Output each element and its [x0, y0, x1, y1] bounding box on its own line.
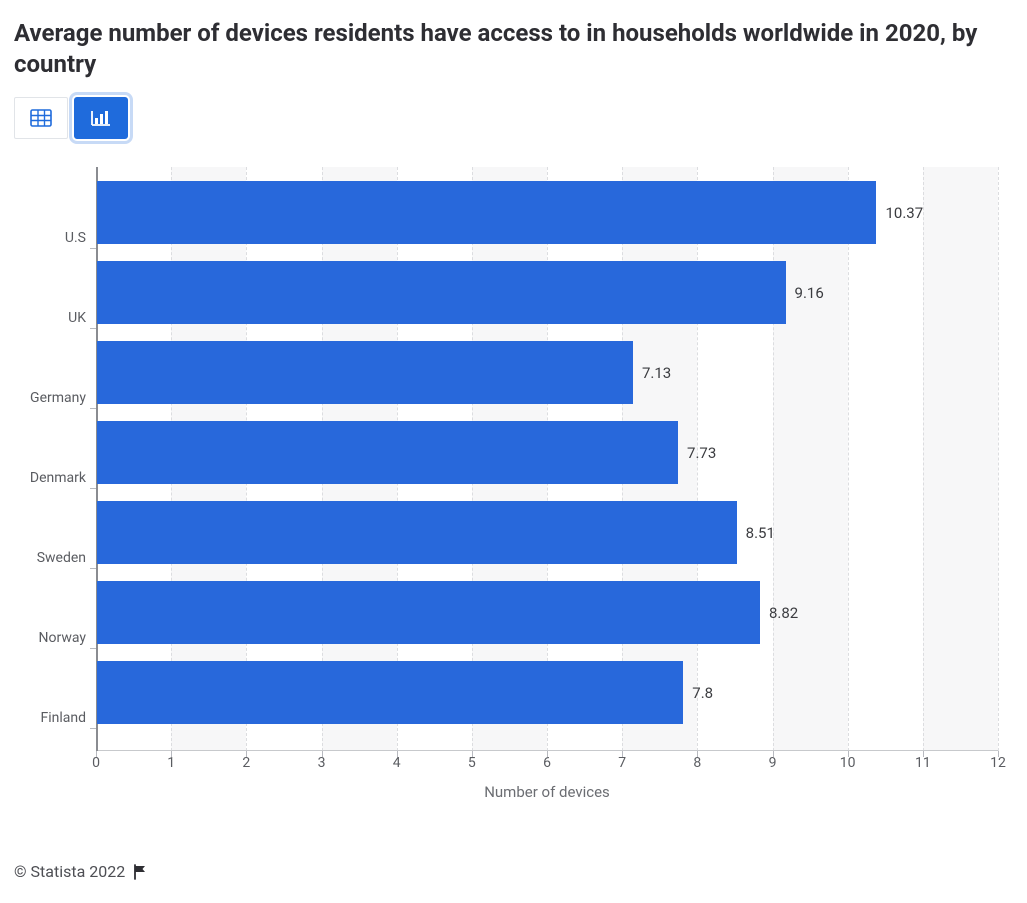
x-tick-label: 4 — [393, 755, 401, 771]
y-axis-labels: U.S UK Germany Denmark Sweden Norway Finland — [14, 167, 92, 751]
y-tick — [90, 328, 96, 329]
bar — [97, 341, 633, 403]
bar-row: 9.16 — [96, 261, 998, 323]
bar-row: 7.73 — [96, 421, 998, 483]
y-tick-label: U.S — [65, 230, 86, 246]
x-axis-labels: 0123456789101112 — [96, 755, 998, 777]
y-tick-label: Norway — [39, 630, 87, 646]
x-tick-label: 8 — [693, 755, 701, 771]
bar-chart-icon — [90, 109, 112, 127]
x-tick-label: 3 — [318, 755, 326, 771]
bars: 10.37 9.16 7.13 7.73 8.51 8.82 7.8 — [96, 167, 998, 751]
bar — [97, 421, 678, 483]
x-tick-label: 10 — [840, 755, 856, 771]
bar-row: 7.13 — [96, 341, 998, 403]
x-tick-label: 9 — [769, 755, 777, 771]
plot-area: 10.37 9.16 7.13 7.73 8.51 8.82 7.8 — [96, 167, 998, 751]
bar-row: 7.8 — [96, 661, 998, 723]
flag-icon — [133, 864, 151, 880]
y-tick-label: Sweden — [37, 550, 86, 566]
x-tick-label: 5 — [468, 755, 476, 771]
y-tick-label: Germany — [30, 390, 86, 406]
y-tick — [90, 248, 96, 249]
x-tick-label: 7 — [618, 755, 626, 771]
table-view-button[interactable] — [14, 97, 68, 139]
y-tick-label: UK — [68, 310, 86, 326]
bar-value-label: 10.37 — [885, 204, 923, 222]
bar-row: 8.51 — [96, 501, 998, 563]
bar-value-label: 7.8 — [692, 684, 713, 702]
view-toggle — [14, 97, 128, 139]
bar — [97, 261, 786, 323]
footer: © Statista 2022 — [14, 862, 151, 881]
copyright-text: © Statista 2022 — [14, 862, 125, 881]
x-tick-label: 2 — [242, 755, 250, 771]
grid-line — [998, 167, 999, 751]
x-tick-label: 6 — [543, 755, 551, 771]
bar — [97, 581, 760, 643]
bar-value-label: 7.13 — [642, 364, 671, 382]
x-tick-label: 12 — [990, 755, 1006, 771]
x-axis-title: Number of devices — [96, 783, 998, 801]
page-title: Average number of devices residents have… — [14, 18, 1013, 79]
bar-row: 8.82 — [96, 581, 998, 643]
x-tick-label: 1 — [167, 755, 175, 771]
bar-row: 10.37 — [96, 181, 998, 243]
y-tick — [90, 408, 96, 409]
chart-view-button[interactable] — [74, 97, 128, 139]
y-tick — [90, 648, 96, 649]
bar — [97, 181, 876, 243]
bar-value-label: 9.16 — [795, 284, 824, 302]
y-tick-label: Denmark — [30, 470, 86, 486]
chart: U.S UK Germany Denmark Sweden Norway Finland 1… — [14, 167, 1002, 807]
table-icon — [30, 109, 52, 127]
bar — [97, 661, 683, 723]
bar-value-label: 8.51 — [746, 524, 775, 542]
bar — [97, 501, 737, 563]
y-tick — [90, 568, 96, 569]
bar-value-label: 8.82 — [769, 604, 798, 622]
y-tick — [90, 728, 96, 729]
y-tick — [90, 488, 96, 489]
x-tick-label: 0 — [92, 755, 100, 771]
y-tick-label: Finland — [40, 710, 86, 726]
x-tick-label: 11 — [915, 755, 931, 771]
bar-value-label: 7.73 — [687, 444, 716, 462]
